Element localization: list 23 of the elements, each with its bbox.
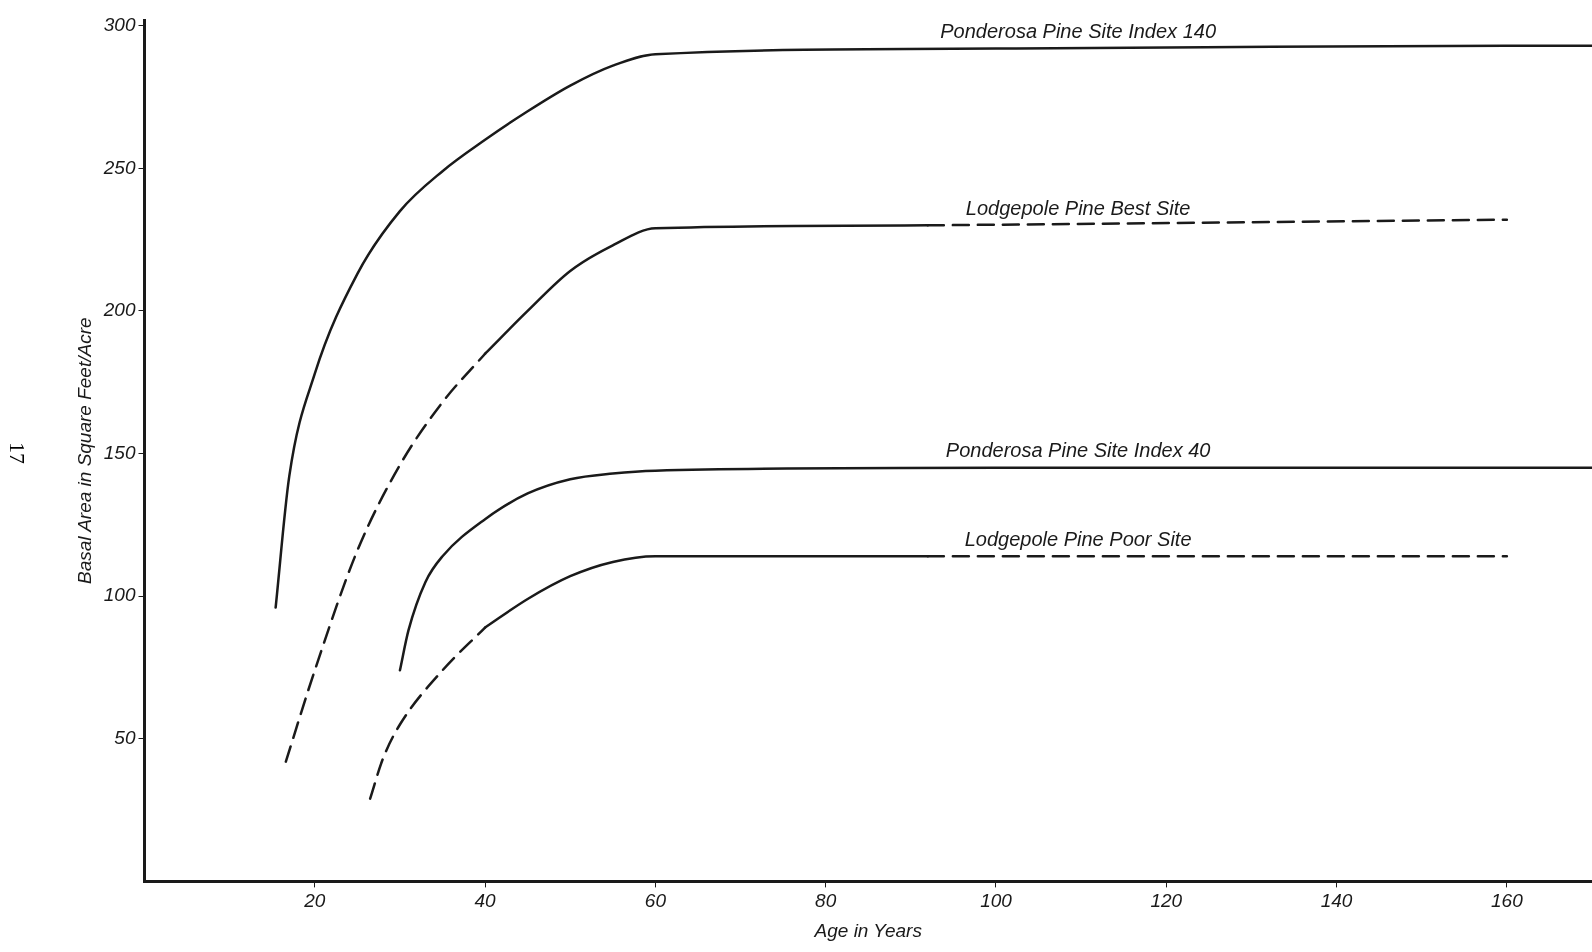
y-tick-label: 50 — [114, 727, 136, 749]
series-label: Ponderosa Pine Site Index 40 — [945, 439, 1211, 462]
series-label: Ponderosa Pine Site Index 140 — [940, 19, 1217, 42]
y-tick-label: 150 — [103, 441, 136, 463]
x-tick-label: 20 — [303, 890, 326, 912]
x-tick-label: 40 — [474, 890, 497, 912]
text: 17 — [4, 442, 30, 464]
line-series — [274, 44, 1592, 609]
y-tick-label: 300 — [103, 13, 136, 35]
y-axis-title: Basal Area in Square Feet/Acre — [73, 317, 95, 584]
y-tick-label: 200 — [102, 299, 136, 321]
x-tick-label: 160 — [1491, 890, 1524, 912]
y-tick-label: 250 — [102, 156, 136, 178]
x-tick-label: 120 — [1150, 890, 1183, 912]
y-tick-label: 100 — [103, 584, 136, 606]
x-axis-title: Age in Years — [813, 919, 923, 941]
series-label: Lodgepole Pine Best Site — [965, 196, 1191, 219]
line-series — [398, 466, 1592, 672]
x-tick-label: 60 — [644, 890, 667, 912]
series-label: Lodgepole Pine Poor Site — [964, 527, 1192, 550]
x-tick-label: 100 — [980, 890, 1013, 912]
x-tick-label: 140 — [1320, 890, 1353, 912]
x-tick-label: 80 — [815, 890, 837, 912]
